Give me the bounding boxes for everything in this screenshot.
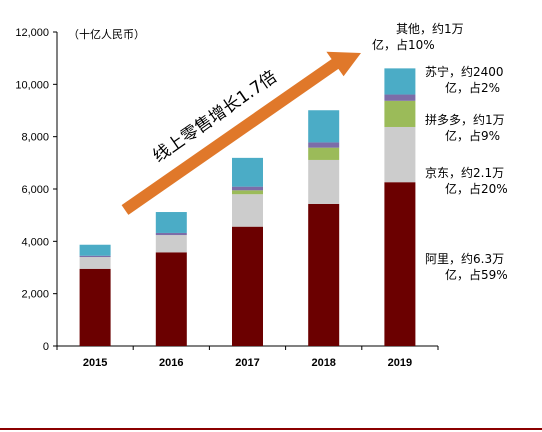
- x-tick-label: 2017: [235, 357, 259, 369]
- bar-segment: [308, 159, 340, 204]
- annotation-line2: 亿，占10%: [372, 37, 435, 52]
- annotation-line2: 亿，占9%: [445, 128, 500, 143]
- bar-segment: [155, 232, 187, 236]
- annotation-line1: 阿里，约6.3万: [425, 251, 504, 266]
- bar-segment: [155, 252, 187, 346]
- bars: [79, 68, 416, 346]
- x-tick-label: 2019: [388, 357, 412, 369]
- bar-segment: [79, 255, 111, 258]
- x-tick-label: 2015: [83, 357, 107, 369]
- unit-label: （十亿人民币）: [68, 27, 145, 41]
- bar-segment: [232, 190, 263, 195]
- y-tick-label: 4,000: [21, 236, 49, 248]
- bar-segment: [232, 186, 263, 191]
- bar-segment: [308, 203, 340, 346]
- annotation-line2: 亿，占2%: [445, 80, 500, 95]
- y-tick-label: 0: [43, 341, 49, 353]
- bar-segment: [232, 157, 263, 187]
- bar-segment: [384, 68, 416, 95]
- annotation-line2: 亿，占59%: [445, 267, 508, 282]
- annotation-line1: 苏宁，约2400: [425, 64, 504, 79]
- bar-segment: [384, 182, 416, 346]
- y-tick-label: 8,000: [21, 132, 49, 144]
- bar-segment: [308, 110, 340, 143]
- axes: 0 2,000 4,000 6,000 8,000 10,000 12,000 2015 201…: [15, 27, 439, 369]
- bar-segment: [155, 212, 187, 233]
- y-tick-label: 6,000: [21, 184, 49, 196]
- bottom-rule: [0, 428, 542, 430]
- annotation-line2: 亿，占20%: [445, 181, 508, 196]
- bar-segment: [308, 142, 340, 148]
- growth-arrow-shape: [121, 51, 361, 215]
- bar-segment: [79, 257, 111, 269]
- annotation-line1: 其他，约1万: [396, 21, 464, 36]
- y-tick-label: 12,000: [15, 27, 49, 39]
- bar-segment: [232, 226, 263, 346]
- x-tick-label: 2016: [159, 357, 183, 369]
- bar-segment: [384, 126, 416, 183]
- bar-segment: [79, 268, 111, 346]
- annotation-line1: 京东，约2.1万: [425, 165, 504, 180]
- annotation-京东: 京东，约2.1万亿，占20%: [425, 165, 508, 196]
- y-tick-label: 10,000: [15, 79, 49, 91]
- bar-segment: [384, 100, 416, 127]
- y-tick-label: 2,000: [21, 289, 49, 301]
- x-tick-label: 2018: [311, 357, 335, 369]
- annotation-line1: 拼多多，约1万: [425, 112, 505, 127]
- bar-segment: [308, 147, 340, 160]
- bar-segment: [232, 194, 263, 227]
- bar-segment: [155, 235, 187, 253]
- bar-segment: [384, 94, 416, 101]
- annotation-阿里: 阿里，约6.3万亿，占59%: [425, 251, 508, 282]
- bar-segment: [79, 244, 111, 256]
